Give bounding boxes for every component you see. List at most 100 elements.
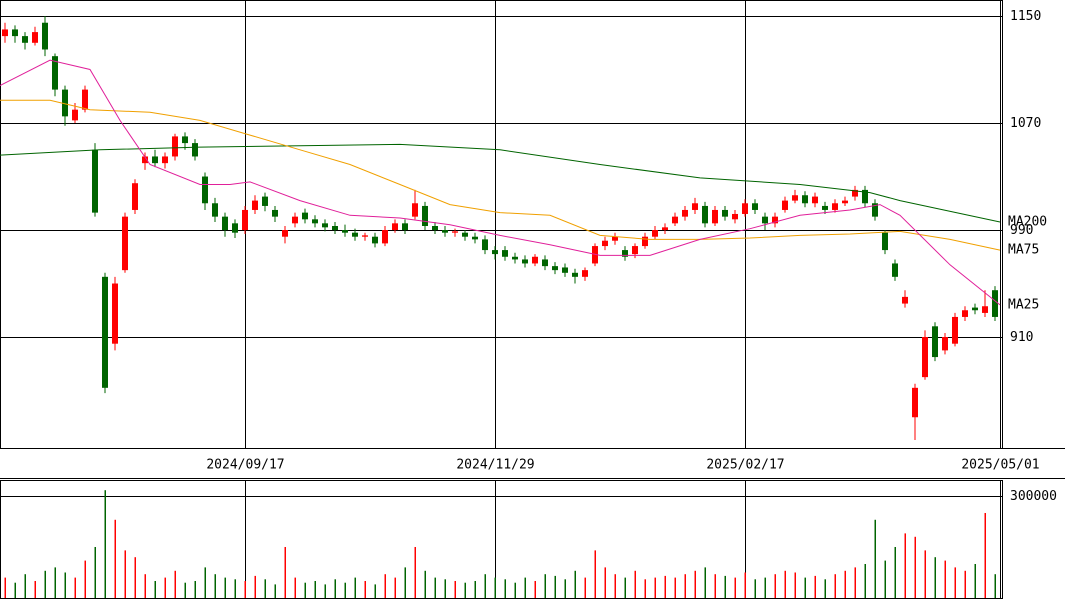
candle-body <box>512 256 518 260</box>
volume-bar <box>44 570 46 598</box>
volume-bar <box>494 577 496 598</box>
candle-body <box>132 183 138 210</box>
candle-body <box>942 337 948 351</box>
candle-body <box>382 230 388 244</box>
volume-bar <box>994 574 996 598</box>
x-tick-label: 2025/02/17 <box>706 458 784 473</box>
volume-bar <box>544 574 546 598</box>
candle-body <box>232 223 238 233</box>
y-tick-label: 990 <box>1010 223 1033 238</box>
candle-body <box>142 156 148 164</box>
candle-body <box>692 203 698 210</box>
ma-label: MA25 <box>1008 297 1039 312</box>
candle-body <box>872 203 878 217</box>
volume-bar <box>844 570 846 598</box>
volume-bar <box>4 577 6 598</box>
candle-body <box>342 230 348 233</box>
candle-body <box>462 232 468 237</box>
volume-bar <box>564 579 566 598</box>
volume-bar <box>754 579 756 598</box>
candle-body <box>482 239 488 251</box>
candle-body <box>622 250 628 257</box>
volume-bar <box>124 550 126 598</box>
ma-label: MA75 <box>1008 243 1039 258</box>
candle-body <box>332 226 338 231</box>
candle-body <box>812 196 818 204</box>
volume-bar <box>114 519 116 598</box>
candle-body <box>632 246 638 255</box>
volume-bar <box>654 577 656 598</box>
volume-bar <box>84 560 86 598</box>
volume-bar <box>34 580 36 598</box>
volume-bar <box>704 567 706 598</box>
volume-bar <box>354 577 356 598</box>
volume-bar <box>164 577 166 598</box>
candle-body <box>222 216 228 231</box>
volume-bar <box>424 570 426 598</box>
volume-bar <box>454 580 456 598</box>
volume-bar <box>444 579 446 598</box>
candle-body <box>742 203 748 214</box>
volume-bar <box>254 575 256 598</box>
candle-body <box>772 216 778 224</box>
volume-bar <box>14 582 16 598</box>
volume-bar <box>814 575 816 598</box>
volume-bar <box>94 546 96 598</box>
volume-bar <box>184 582 186 598</box>
volume-bar <box>504 579 506 598</box>
candle-body <box>972 307 978 311</box>
volume-bar <box>384 574 386 598</box>
candle-body <box>362 235 368 237</box>
volume-bar <box>644 579 646 598</box>
candle-body <box>912 387 918 418</box>
volume-bar <box>934 557 936 598</box>
y-tick-label: 910 <box>1010 330 1033 345</box>
candle-body <box>252 200 258 210</box>
volume-bar <box>974 563 976 598</box>
volume-bar <box>684 574 686 598</box>
volume-bar <box>784 570 786 598</box>
candle-body <box>392 223 398 231</box>
candle-body <box>662 227 668 231</box>
candle-body <box>672 216 678 224</box>
candle-body <box>302 212 308 220</box>
candle-body <box>452 231 458 233</box>
volume-bar <box>64 572 66 598</box>
volume-bar <box>604 567 606 598</box>
candle-body <box>722 209 728 217</box>
candle-body <box>952 316 958 344</box>
candle-body <box>612 236 618 241</box>
candle-body <box>792 195 798 201</box>
volume-bar <box>374 584 376 598</box>
volume-bar <box>884 560 886 598</box>
candle-body <box>522 259 528 264</box>
ma-line <box>0 59 1001 306</box>
candle-body <box>262 196 268 206</box>
volume-bar <box>524 577 526 598</box>
volume-bar <box>594 550 596 598</box>
candle-body <box>422 205 428 227</box>
candle-body <box>172 136 178 157</box>
price-frame <box>0 0 1003 449</box>
volume-bar <box>874 519 876 598</box>
volume-bar <box>54 567 56 598</box>
candle-body <box>322 223 328 228</box>
candle-body <box>372 236 378 244</box>
candle-body <box>732 213 738 220</box>
volume-bar <box>614 574 616 598</box>
volume-bar <box>834 574 836 598</box>
volume-bar <box>414 546 416 598</box>
candle-body <box>82 89 88 110</box>
candle-body <box>52 56 58 90</box>
volume-bar <box>824 579 826 598</box>
candle-body <box>112 283 118 344</box>
volume-bar <box>174 570 176 598</box>
y-tick-label: 1070 <box>1010 116 1041 131</box>
volume-bar <box>774 574 776 598</box>
candle-body <box>102 276 108 388</box>
candle-body <box>902 296 908 304</box>
volume-bar <box>664 575 666 598</box>
x-tick-label: 2025/05/01 <box>961 458 1039 473</box>
volume-bar <box>534 580 536 598</box>
